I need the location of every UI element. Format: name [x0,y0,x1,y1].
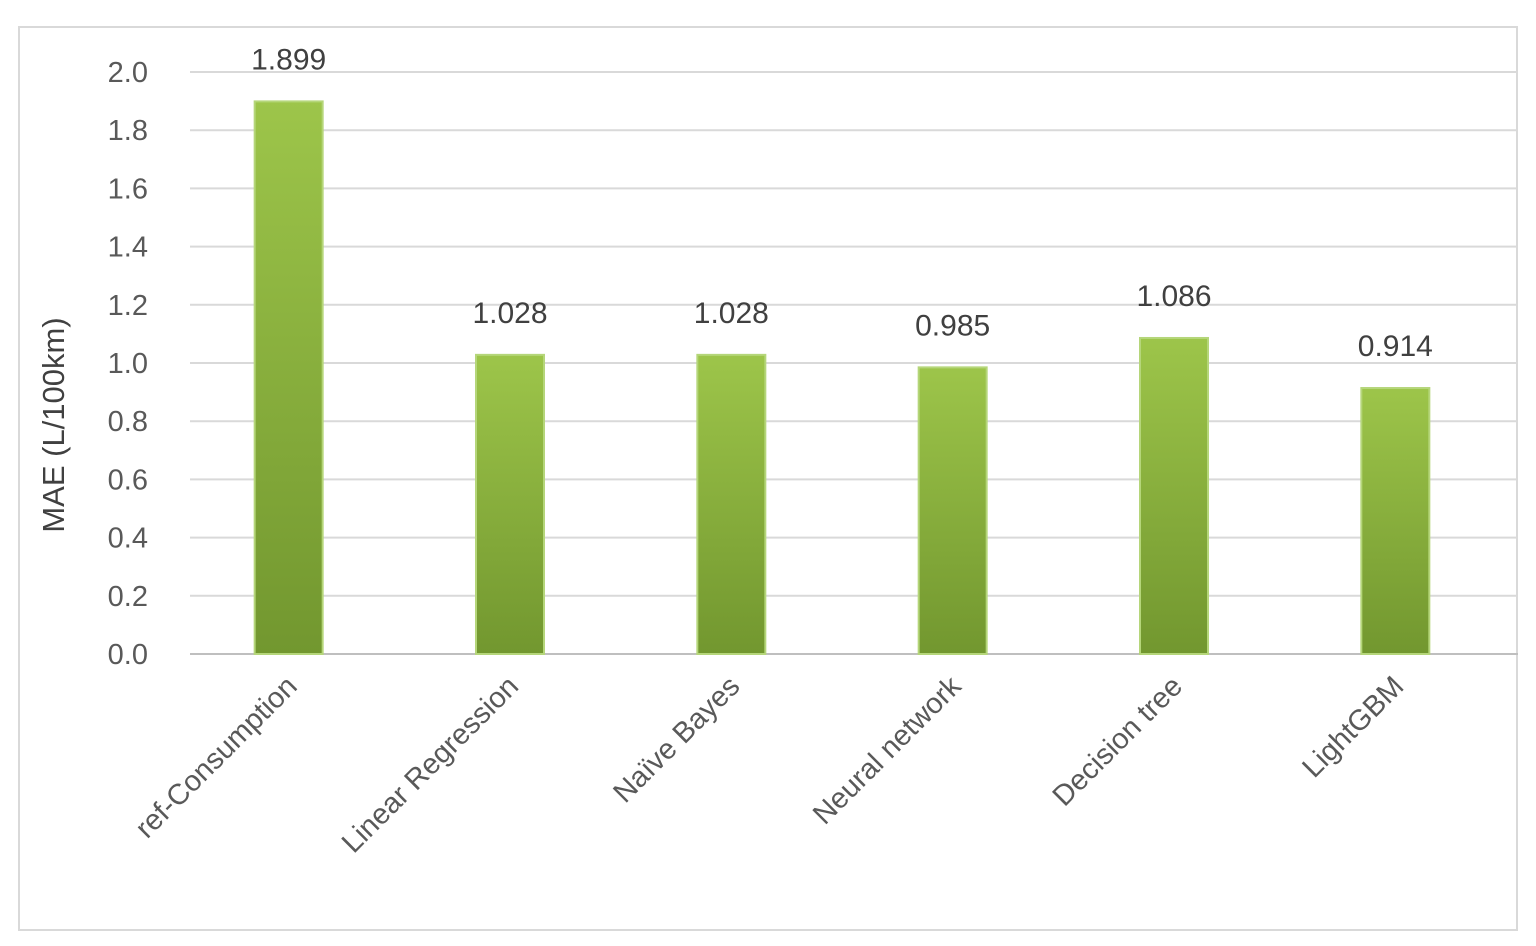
y-tick-label: 0.6 [108,464,148,496]
bar [917,366,988,655]
data-label: 0.985 [915,309,990,342]
bar [253,100,324,656]
bar [1139,336,1209,655]
x-category-label: LightGBM [1296,670,1410,784]
data-label: 1.899 [251,43,326,76]
bars [253,100,1431,656]
y-tick-label: 1.4 [108,232,148,264]
bar [475,353,545,655]
y-tick-label: 1.6 [108,173,148,205]
y-tick-label: 0.8 [108,406,148,438]
y-tick-label: 0.2 [108,581,148,613]
data-label: 1.086 [1136,280,1211,313]
x-axis-categories: ref-Consumption Linear Regression Naïve Ba… [129,670,1410,859]
data-label: 1.028 [472,297,547,330]
data-label: 0.914 [1358,330,1433,363]
bar [696,353,767,655]
y-axis-title: MAE (L/100km) [36,317,71,532]
x-category-label: Decision tree [1047,670,1189,812]
x-category-label: Neural network [807,670,968,831]
y-tick-label: 1.8 [108,115,148,147]
y-tick-label: 0.4 [108,523,148,555]
y-tick-label: 1.2 [108,290,148,322]
data-labels: 1.899 1.028 1.028 0.985 1.086 0.914 [251,43,1433,363]
y-tick-label: 0.0 [108,639,148,671]
data-label: 1.028 [694,297,769,330]
x-category-label: Naïve Bayes [607,670,746,809]
y-tick-label: 2.0 [108,57,148,89]
x-category-label: ref-Consumption [129,670,303,844]
gridlines [190,71,1518,655]
x-category-label: Linear Regression [336,670,525,859]
y-tick-label: 1.0 [108,348,148,380]
y-axis-ticks: 0.0 0.2 0.4 0.6 0.8 1.0 1.2 1.4 1.6 1.8 2.0 [108,57,148,671]
bar [1360,387,1431,655]
